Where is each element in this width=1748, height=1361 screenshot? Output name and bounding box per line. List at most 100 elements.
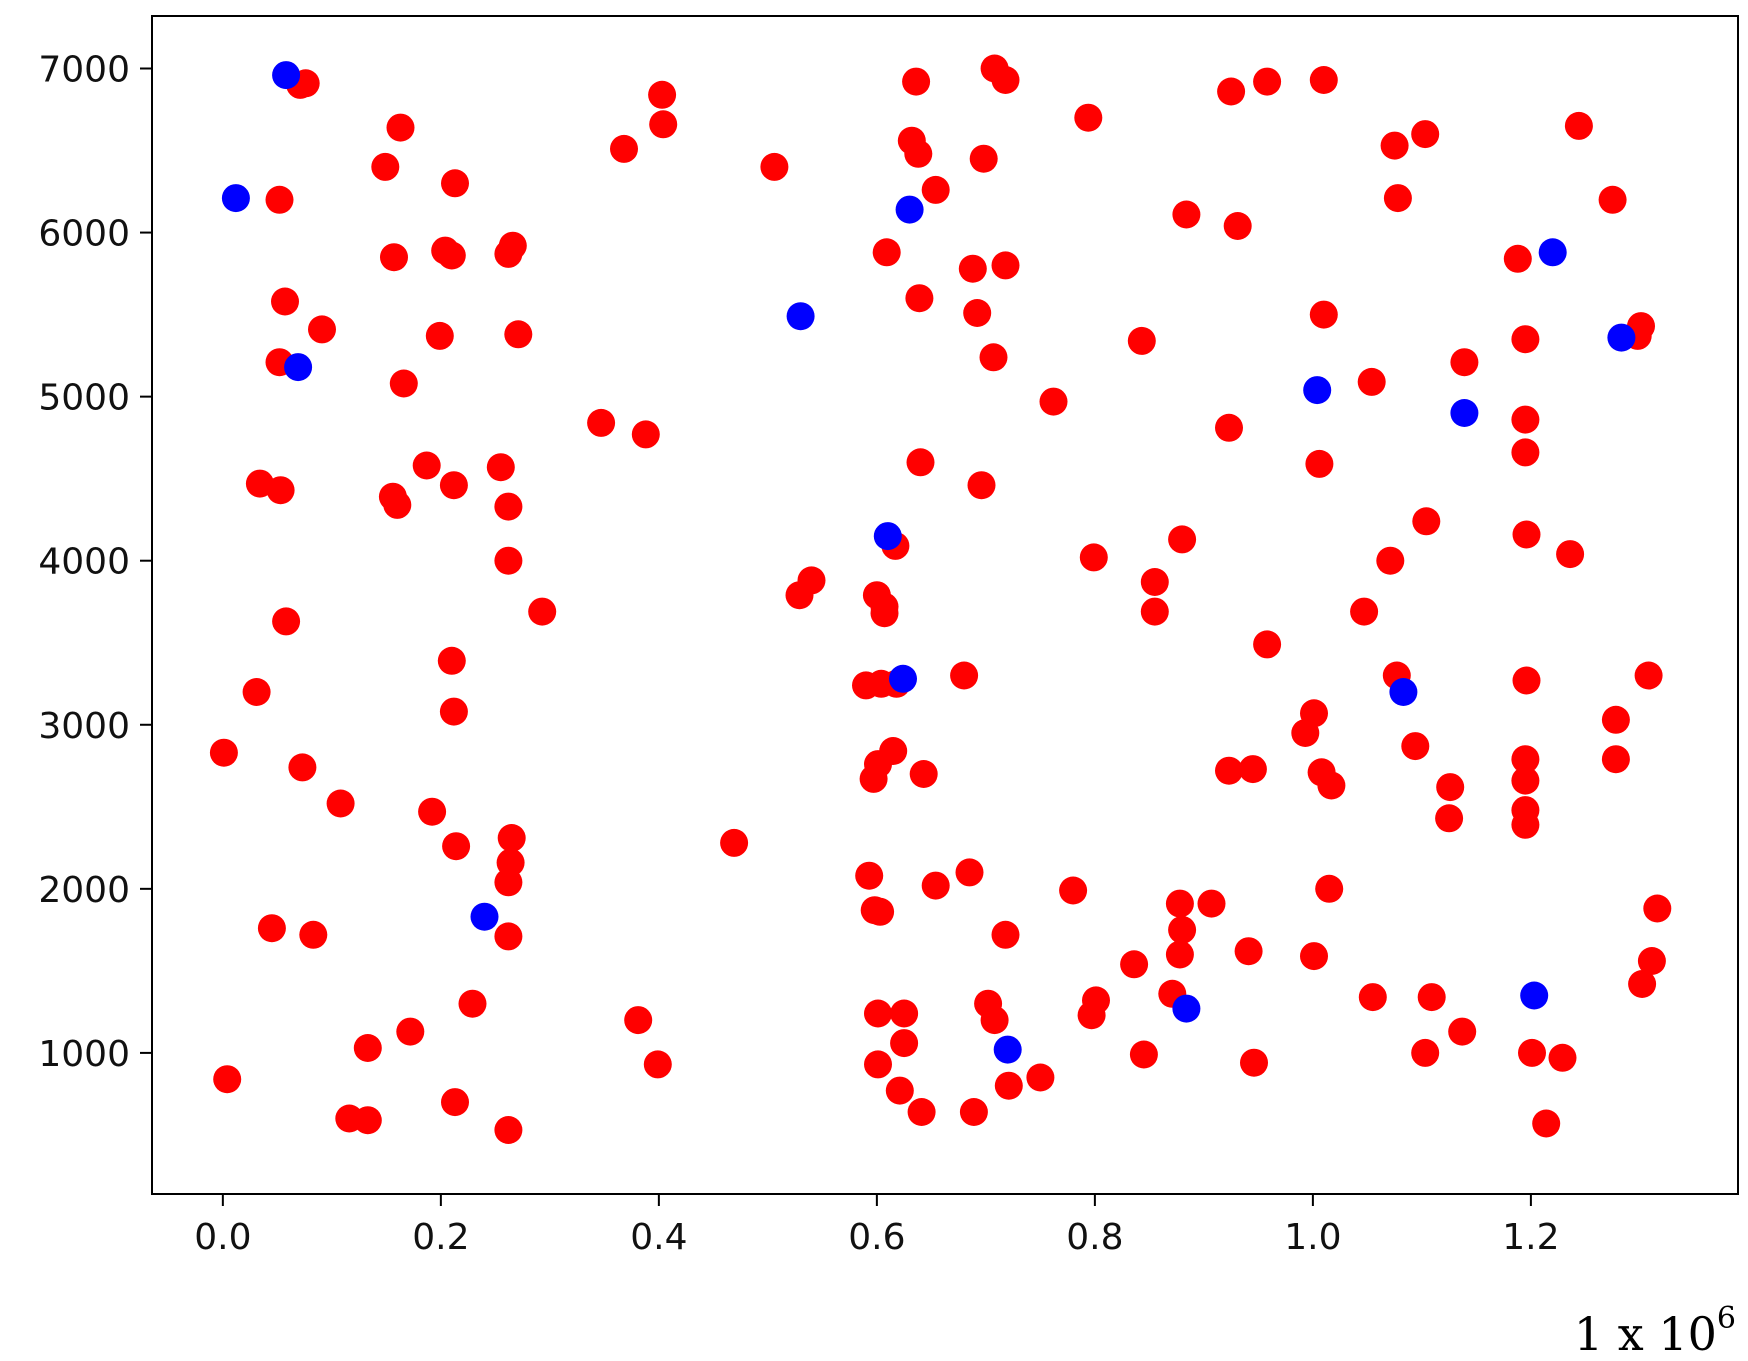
- scatter-point-s0-159: [1511, 325, 1540, 354]
- scatter-point-s0-123: [1217, 77, 1246, 106]
- scatter-point-s0-105: [959, 1098, 988, 1126]
- x-axis: 0.0 0.2 0.4 0.6 0.8 1.0 1.2: [194, 1194, 1560, 1258]
- scatter-point-s0-2: [265, 185, 294, 214]
- scatter-point-s0-63: [904, 139, 933, 168]
- scatter-point-s0-139: [1315, 874, 1344, 903]
- scatter-point-s0-55: [624, 1006, 653, 1035]
- scatter-point-s0-84: [890, 999, 919, 1028]
- scatter-point-s0-136: [1317, 771, 1346, 800]
- scatter-point-s0-113: [1140, 597, 1169, 626]
- scatter-point-s0-150: [1436, 773, 1465, 802]
- scatter-point-s0-23: [389, 369, 418, 398]
- scatter-point-s0-33: [396, 1017, 425, 1046]
- scatter-point-s0-146: [1412, 507, 1441, 536]
- scatter-point-s0-175: [1643, 894, 1672, 923]
- scatter-point-s0-19: [441, 169, 469, 198]
- scatter-point-s0-88: [907, 1098, 936, 1126]
- scatter-point-s0-96: [1039, 387, 1068, 416]
- scatter-point-s0-52: [649, 110, 678, 139]
- scatter-point-s0-112: [1140, 568, 1169, 596]
- scatter-point-s0-97: [967, 471, 996, 500]
- x-tick-label: 0.4: [630, 1217, 687, 1258]
- scatter-point-s0-114: [1120, 950, 1149, 979]
- scatter-point-s0-43: [494, 546, 523, 575]
- scatter-point-s1-14: [1607, 323, 1636, 352]
- scatter-point-s0-71: [870, 599, 899, 628]
- x-tick-label: 1.0: [1284, 1217, 1341, 1258]
- scatter-point-s0-10: [209, 738, 238, 767]
- scatter-point-s0-166: [1511, 745, 1540, 774]
- scatter-point-s0-124: [1253, 67, 1282, 96]
- scatter-point-s0-145: [1376, 546, 1405, 575]
- scatter-point-s0-176: [1637, 947, 1666, 975]
- scatter-point-s0-60: [785, 581, 814, 610]
- scatter-point-s0-133: [1215, 756, 1243, 785]
- scatter-point-s0-149: [1401, 732, 1430, 761]
- scatter-point-s0-153: [1417, 983, 1446, 1012]
- x-axis-multiplier-label: 1 x 106: [1574, 1301, 1736, 1361]
- scatter-point-s0-163: [1512, 520, 1541, 549]
- scatter-point-s0-156: [1564, 111, 1593, 140]
- scatter-point-s0-102: [980, 1006, 1009, 1035]
- scatter-point-s1-5: [895, 195, 924, 224]
- scatter-point-s0-140: [1240, 1048, 1268, 1077]
- scatter-point-s0-171: [1601, 745, 1630, 774]
- scatter-point-s0-31: [442, 832, 471, 861]
- y-tick-label: 7000: [38, 50, 130, 91]
- scatter-point-s0-144: [1357, 367, 1386, 396]
- scatter-point-s0-169: [1511, 810, 1540, 839]
- scatter-point-s0-115: [1129, 1040, 1158, 1069]
- scatter-point-s0-108: [1059, 876, 1088, 905]
- scatter-point-s0-107: [1079, 543, 1108, 572]
- scatter-point-s0-24: [412, 451, 441, 480]
- scatter-point-s0-64: [921, 175, 950, 204]
- scatter-point-s0-16: [386, 113, 415, 142]
- scatter-point-s0-45: [497, 824, 526, 852]
- scatter-point-s0-87: [885, 1076, 914, 1105]
- scatter-point-s0-56: [643, 1050, 672, 1079]
- x-tick-label: 0.8: [1066, 1217, 1123, 1258]
- scatter-point-s0-162: [1511, 438, 1540, 467]
- scatter-point-s0-36: [353, 1106, 382, 1135]
- scatter-point-s0-30: [418, 797, 447, 826]
- scatter-point-s1-12: [1450, 399, 1479, 427]
- scatter-point-s0-14: [299, 920, 328, 949]
- y-axis: 1000 2000 3000 4000 5000 6000 7000: [38, 50, 152, 1075]
- scatter-point-s0-122: [1197, 889, 1226, 918]
- scatter-point-s0-48: [494, 922, 523, 951]
- scatter-point-s0-100: [991, 920, 1020, 949]
- scatter-point-s0-152: [1358, 983, 1387, 1012]
- scatter-point-s1-8: [993, 1035, 1022, 1064]
- scatter-point-s0-78: [909, 760, 938, 788]
- x-tick-label: 0.6: [848, 1217, 905, 1258]
- scatter-point-s0-85: [890, 1029, 919, 1058]
- scatter-point-s0-160: [1450, 348, 1479, 377]
- scatter-point-s0-126: [1223, 212, 1252, 240]
- scatter-point-s0-32: [353, 1034, 382, 1062]
- scatter-point-s0-17: [371, 152, 400, 181]
- scatter-point-s0-44: [528, 597, 557, 626]
- scatter-point-s0-7: [266, 476, 295, 505]
- scatter-point-s1-6: [873, 522, 902, 551]
- scatter-point-s0-129: [1305, 449, 1334, 478]
- scatter-point-s0-49: [494, 1116, 523, 1144]
- scatter-point-s1-2: [284, 353, 313, 382]
- y-tick-label: 5000: [38, 378, 130, 419]
- scatter-point-s0-141: [1380, 131, 1409, 160]
- scatter-point-s0-51: [648, 80, 677, 109]
- scatter-point-s0-39: [498, 231, 527, 260]
- scatter-point-s0-165: [1512, 666, 1541, 695]
- scatter-point-s0-180: [1532, 1109, 1561, 1138]
- scatter-point-s0-137: [1234, 937, 1263, 966]
- scatter-point-s0-91: [969, 144, 998, 173]
- scatter-point-s0-34: [458, 989, 487, 1018]
- y-tick-label: 4000: [38, 542, 130, 583]
- scatter-point-s0-128: [1215, 413, 1243, 442]
- scatter-point-s0-179: [1548, 1043, 1577, 1072]
- scatter-point-s0-29: [439, 697, 468, 726]
- scatter-point-s0-106: [1074, 103, 1103, 132]
- scatter-point-s0-127: [1309, 300, 1338, 329]
- scatter-point-s0-18: [380, 243, 408, 272]
- scatter-point-s0-93: [991, 251, 1020, 280]
